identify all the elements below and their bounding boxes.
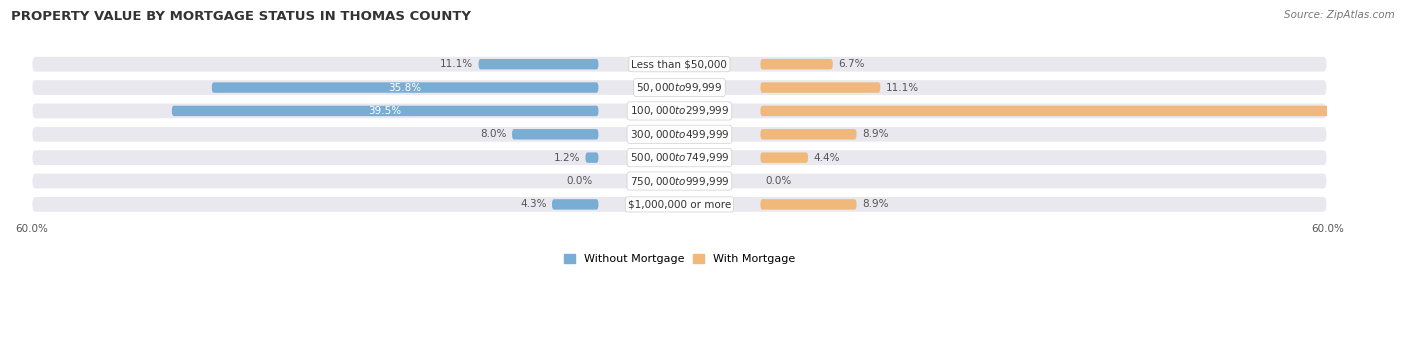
FancyBboxPatch shape (585, 152, 599, 163)
Text: 60.0%: 60.0% (1371, 106, 1403, 116)
FancyBboxPatch shape (31, 56, 1327, 73)
FancyBboxPatch shape (761, 199, 856, 209)
Text: 8.9%: 8.9% (862, 199, 889, 209)
Text: 0.0%: 0.0% (766, 176, 792, 186)
FancyBboxPatch shape (212, 82, 599, 93)
Text: 11.1%: 11.1% (440, 59, 474, 69)
FancyBboxPatch shape (31, 196, 1327, 213)
Text: PROPERTY VALUE BY MORTGAGE STATUS IN THOMAS COUNTY: PROPERTY VALUE BY MORTGAGE STATUS IN THO… (11, 10, 471, 23)
Text: 4.4%: 4.4% (813, 153, 839, 163)
Text: $1,000,000 or more: $1,000,000 or more (628, 199, 731, 209)
FancyBboxPatch shape (761, 59, 832, 69)
Text: 0.0%: 0.0% (567, 176, 593, 186)
Text: Less than $50,000: Less than $50,000 (631, 59, 727, 69)
Text: 6.7%: 6.7% (838, 59, 865, 69)
FancyBboxPatch shape (31, 149, 1327, 166)
Text: 4.3%: 4.3% (520, 199, 547, 209)
Text: 8.0%: 8.0% (481, 129, 506, 139)
Text: 8.9%: 8.9% (862, 129, 889, 139)
Text: $100,000 to $299,999: $100,000 to $299,999 (630, 104, 730, 117)
FancyBboxPatch shape (31, 79, 1327, 96)
Text: 35.8%: 35.8% (388, 83, 422, 92)
FancyBboxPatch shape (512, 129, 599, 139)
Text: 11.1%: 11.1% (886, 83, 920, 92)
FancyBboxPatch shape (31, 126, 1327, 143)
Text: 1.2%: 1.2% (554, 153, 581, 163)
Text: 39.5%: 39.5% (368, 106, 402, 116)
Text: $300,000 to $499,999: $300,000 to $499,999 (630, 128, 730, 141)
FancyBboxPatch shape (761, 82, 880, 93)
FancyBboxPatch shape (172, 106, 599, 116)
Text: Source: ZipAtlas.com: Source: ZipAtlas.com (1284, 10, 1395, 20)
Text: $50,000 to $99,999: $50,000 to $99,999 (637, 81, 723, 94)
FancyBboxPatch shape (761, 106, 1406, 116)
FancyBboxPatch shape (553, 199, 599, 209)
FancyBboxPatch shape (478, 59, 599, 69)
Legend: Without Mortgage, With Mortgage: Without Mortgage, With Mortgage (560, 249, 800, 269)
Text: $500,000 to $749,999: $500,000 to $749,999 (630, 151, 730, 164)
FancyBboxPatch shape (761, 152, 808, 163)
FancyBboxPatch shape (31, 173, 1327, 189)
Text: $750,000 to $999,999: $750,000 to $999,999 (630, 174, 730, 188)
FancyBboxPatch shape (31, 103, 1327, 119)
FancyBboxPatch shape (761, 129, 856, 139)
